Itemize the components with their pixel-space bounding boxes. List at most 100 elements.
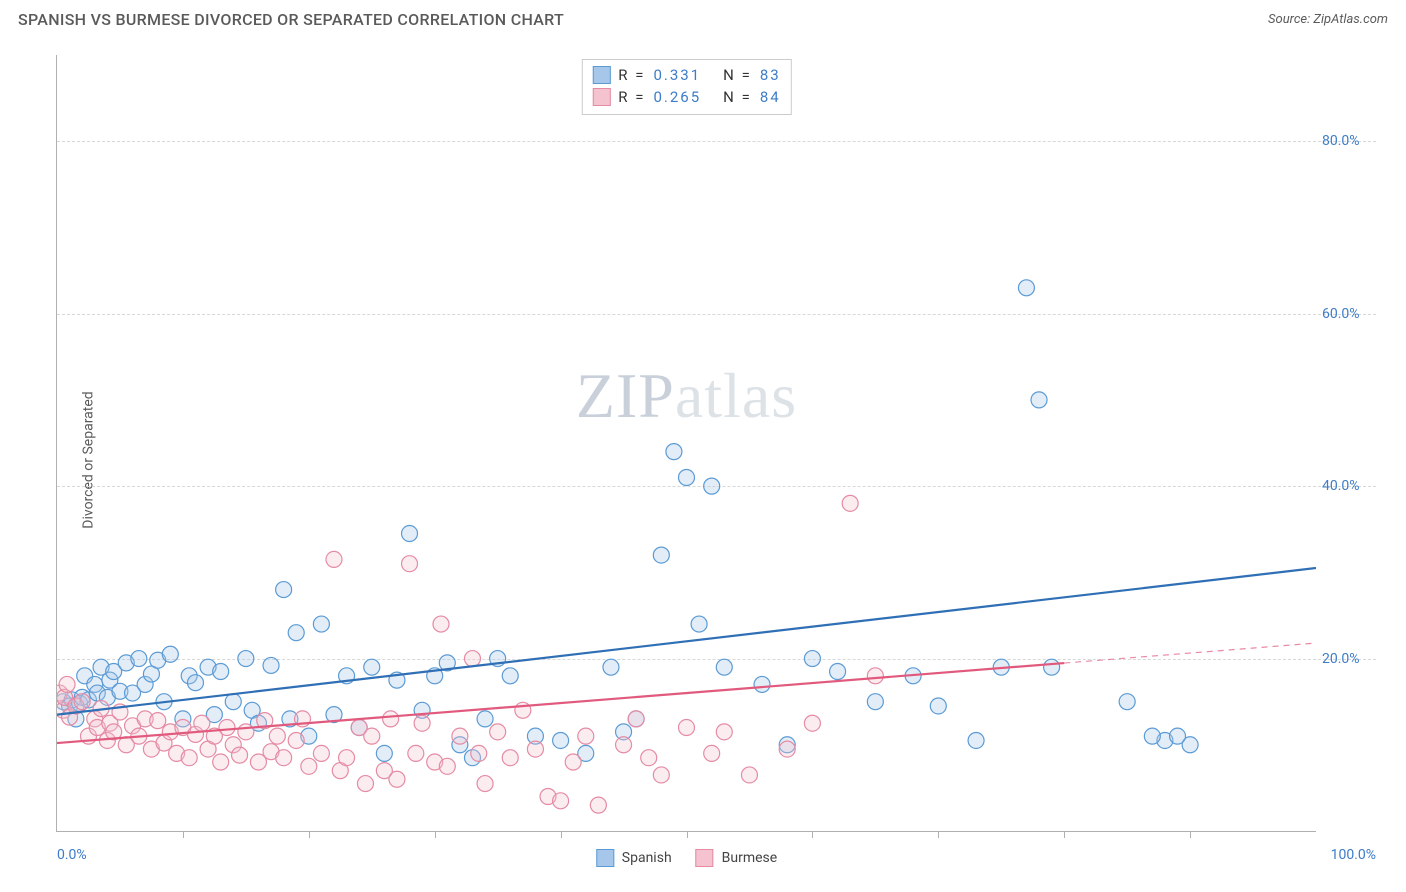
chart-header: SPANISH VS BURMESE DIVORCED OR SEPARATED… — [0, 0, 1406, 35]
data-point — [653, 767, 669, 783]
data-point — [804, 651, 820, 667]
data-point — [1170, 728, 1186, 744]
stats-n-value: 83 — [760, 66, 781, 84]
series-legend: Spanish Burmese — [596, 849, 777, 867]
data-point — [364, 728, 380, 744]
x-tick — [561, 831, 562, 838]
data-point — [219, 720, 235, 736]
legend-label: Spanish — [622, 850, 672, 866]
x-tick — [687, 831, 688, 838]
data-point — [1119, 694, 1135, 710]
data-point — [477, 776, 493, 792]
x-tick — [1190, 831, 1191, 838]
stats-r-label: R = — [618, 88, 645, 106]
data-point — [301, 758, 317, 774]
x-tick — [812, 831, 813, 838]
data-point — [162, 646, 178, 662]
data-point — [590, 797, 606, 813]
stats-legend-box: R = 0.331 N = 83 R = 0.265 N = 84 — [581, 59, 791, 115]
x-axis-min-label: 0.0% — [57, 847, 87, 863]
data-point — [741, 767, 757, 783]
data-point — [1031, 392, 1047, 408]
data-point — [679, 720, 695, 736]
y-tick-label: 60.0% — [1322, 306, 1378, 322]
data-point — [408, 745, 424, 761]
data-point — [313, 745, 329, 761]
chart-container: Divorced or Separated ZIPatlas 20.0%40.0… — [30, 45, 1388, 874]
data-point — [691, 616, 707, 632]
legend-label: Burmese — [722, 850, 778, 866]
data-point — [383, 711, 399, 727]
data-point — [439, 758, 455, 774]
legend-swatch — [596, 849, 614, 867]
data-point — [867, 694, 883, 710]
data-point — [666, 444, 682, 460]
data-point — [402, 526, 418, 542]
data-point — [1044, 659, 1060, 675]
y-tick-label: 80.0% — [1322, 133, 1378, 149]
data-point — [464, 651, 480, 667]
data-point — [213, 663, 229, 679]
data-point — [313, 616, 329, 632]
data-point — [653, 547, 669, 563]
legend-item: Burmese — [696, 849, 778, 867]
data-point — [502, 668, 518, 684]
data-point — [502, 750, 518, 766]
stats-n-label: N = — [723, 66, 752, 84]
data-point — [59, 676, 75, 692]
data-point — [553, 793, 569, 809]
data-point — [704, 745, 720, 761]
data-point — [187, 675, 203, 691]
legend-swatch — [696, 849, 714, 867]
data-point — [376, 745, 392, 761]
data-point — [357, 776, 373, 792]
data-point — [603, 659, 619, 675]
data-point — [194, 715, 210, 731]
y-tick-label: 20.0% — [1322, 651, 1378, 667]
data-point — [225, 694, 241, 710]
data-point — [452, 728, 468, 744]
data-point — [527, 741, 543, 757]
data-point — [150, 713, 166, 729]
stats-n-label: N = — [723, 88, 752, 106]
data-point — [704, 478, 720, 494]
stats-r-value: 0.265 — [653, 88, 701, 106]
stats-r-value: 0.331 — [653, 66, 701, 84]
stats-n-value: 84 — [760, 88, 781, 106]
data-point — [276, 750, 292, 766]
data-point — [754, 676, 770, 692]
data-point — [389, 771, 405, 787]
data-point — [628, 711, 644, 727]
x-tick — [1064, 831, 1065, 838]
data-point — [1144, 728, 1160, 744]
x-axis-max-label: 100.0% — [1331, 847, 1376, 863]
data-point — [842, 495, 858, 511]
legend-swatch — [592, 66, 610, 84]
data-point — [364, 659, 380, 675]
data-point — [830, 663, 846, 679]
x-tick — [938, 831, 939, 838]
data-point — [616, 737, 632, 753]
x-tick — [183, 831, 184, 838]
data-point — [74, 694, 90, 710]
data-point — [490, 724, 506, 740]
data-point — [232, 747, 248, 763]
data-point — [131, 651, 147, 667]
data-point — [288, 625, 304, 641]
data-point — [477, 711, 493, 727]
chart-source: Source: ZipAtlas.com — [1268, 12, 1388, 27]
data-point — [968, 732, 984, 748]
data-point — [565, 754, 581, 770]
x-tick — [309, 831, 310, 838]
data-point — [276, 582, 292, 598]
plot-area: ZIPatlas 20.0%40.0%60.0%80.0% 0.0% 100.0… — [56, 55, 1316, 832]
data-point — [716, 724, 732, 740]
data-point — [213, 754, 229, 770]
data-point — [716, 659, 732, 675]
stats-r-label: R = — [618, 66, 645, 84]
data-point — [238, 651, 254, 667]
data-point — [414, 715, 430, 731]
data-point — [263, 657, 279, 673]
data-point — [930, 698, 946, 714]
data-point — [288, 732, 304, 748]
